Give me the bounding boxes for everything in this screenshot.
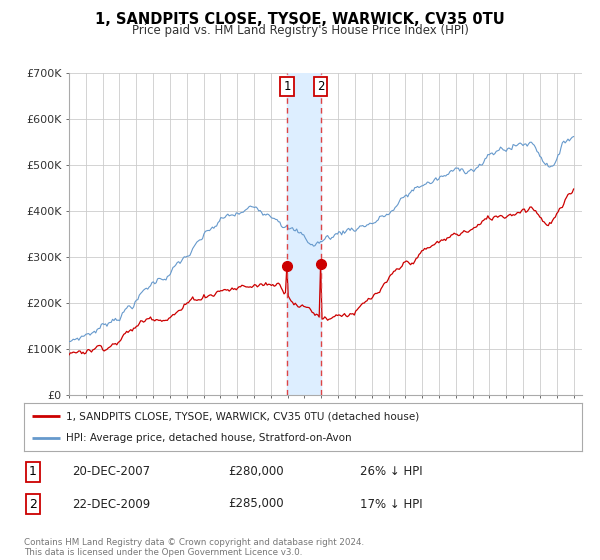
Text: 26% ↓ HPI: 26% ↓ HPI [360,465,422,478]
Text: Contains HM Land Registry data © Crown copyright and database right 2024.
This d: Contains HM Land Registry data © Crown c… [24,538,364,557]
Text: 1, SANDPITS CLOSE, TYSOE, WARWICK, CV35 0TU (detached house): 1, SANDPITS CLOSE, TYSOE, WARWICK, CV35 … [66,411,419,421]
Bar [287,73,321,395]
Text: HPI: Average price, detached house, Stratford-on-Avon: HPI: Average price, detached house, Stra… [66,433,352,443]
Text: £280,000: £280,000 [228,465,284,478]
Text: 22-DEC-2009: 22-DEC-2009 [72,497,150,511]
Text: 17% ↓ HPI: 17% ↓ HPI [360,497,422,511]
Text: 2: 2 [317,80,325,93]
Text: 20-DEC-2007: 20-DEC-2007 [72,465,150,478]
Text: 1: 1 [29,465,37,478]
Text: 1, SANDPITS CLOSE, TYSOE, WARWICK, CV35 0TU: 1, SANDPITS CLOSE, TYSOE, WARWICK, CV35 … [95,12,505,27]
Text: 2: 2 [29,497,37,511]
Text: 1: 1 [283,80,291,93]
Text: £285,000: £285,000 [228,497,284,511]
Text: Price paid vs. HM Land Registry's House Price Index (HPI): Price paid vs. HM Land Registry's House … [131,24,469,36]
